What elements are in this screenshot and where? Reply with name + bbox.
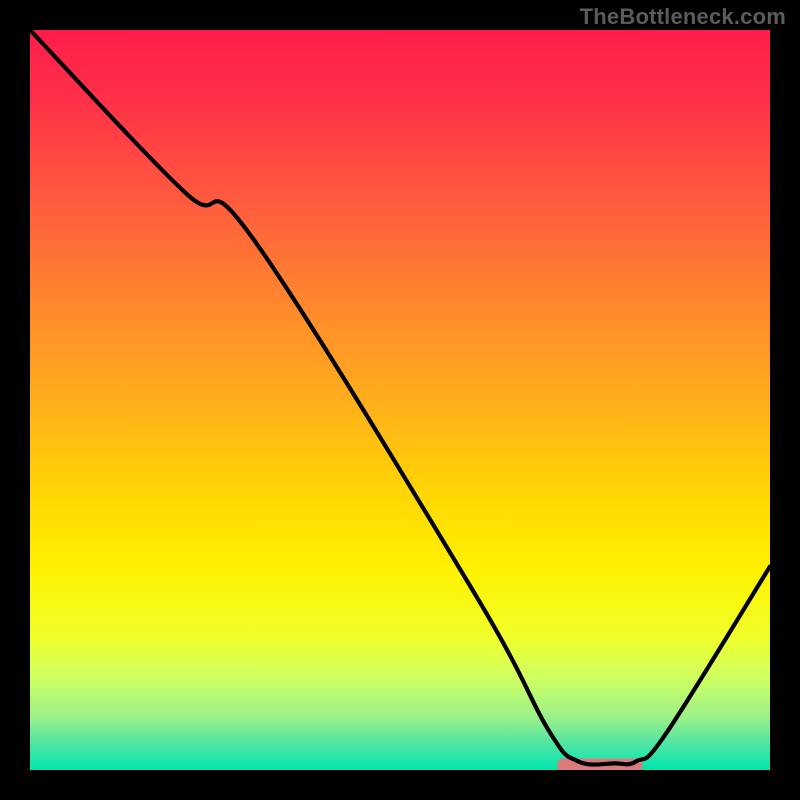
- chart-svg: [30, 30, 770, 770]
- gradient-background: [30, 30, 770, 770]
- chart-frame: TheBottleneck.com: [0, 0, 800, 800]
- plot-area: [30, 30, 770, 770]
- watermark-text: TheBottleneck.com: [580, 4, 786, 30]
